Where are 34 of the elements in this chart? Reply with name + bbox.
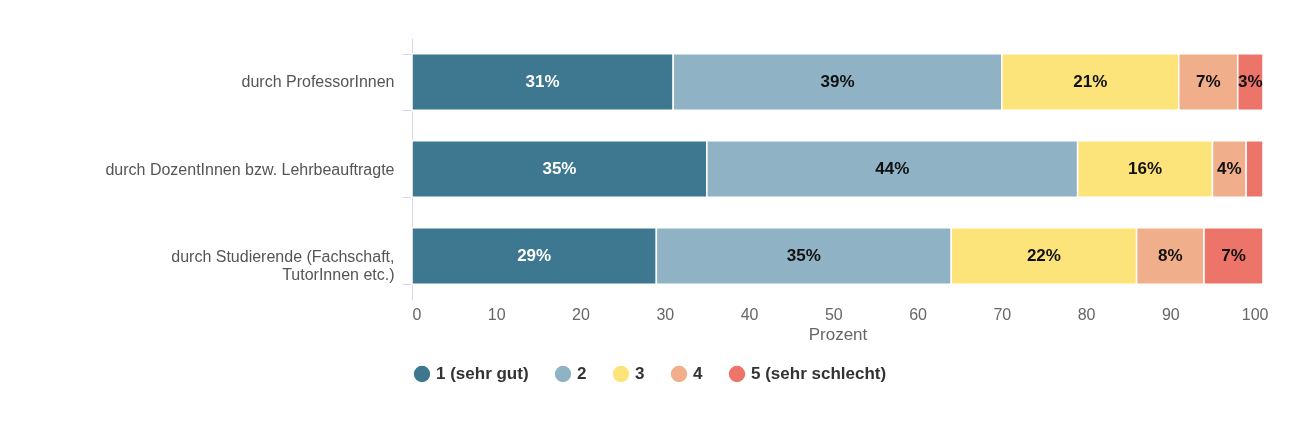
data-label: 31%: [525, 71, 560, 91]
x-tick-label: 60: [909, 305, 928, 323]
x-tick-label: 0: [412, 305, 422, 323]
legend-label: 2: [577, 364, 587, 384]
y-tick-label: durch ProfessorInnen: [241, 73, 395, 91]
data-label: 29%: [517, 246, 552, 266]
x-tick-label: 30: [656, 305, 675, 323]
x-tick-label: 100: [1241, 305, 1269, 323]
x-tick-label: 10: [487, 305, 506, 323]
legend-label: 4: [693, 364, 703, 384]
x-tick-label: 80: [1077, 305, 1096, 323]
data-label: 21%: [1073, 71, 1108, 91]
legend-label: 3: [635, 364, 645, 384]
data-label: 35%: [786, 246, 821, 266]
data-label: 44%: [875, 159, 910, 178]
data-label: 4%: [1217, 159, 1242, 178]
data-label: 7%: [1195, 71, 1221, 91]
x-tick-label: 90: [1161, 305, 1180, 323]
x-tick-label: 70: [993, 305, 1012, 323]
x-tick-label: 50: [824, 305, 843, 323]
data-label: 39%: [820, 71, 855, 91]
data-label: 8%: [1158, 246, 1183, 266]
x-axis-title: Prozent: [808, 324, 868, 344]
y-tick-label: durch Studierende (Fachschaft, TutorInnen etc.): [171, 247, 395, 283]
data-label: 35%: [542, 159, 577, 178]
data-label: 3%: [1238, 71, 1263, 91]
data-label: 16%: [1128, 159, 1163, 178]
x-tick-label: 40: [740, 305, 759, 323]
data-label: 22%: [1026, 246, 1061, 266]
legend-label: 5 (sehr schlecht): [751, 364, 887, 384]
legend-label: 1 (sehr gut): [436, 364, 529, 384]
x-tick-label: 20: [572, 305, 591, 323]
y-tick-label: durch DozentInnen bzw. Lehrbeauftragte: [105, 160, 395, 178]
data-label: 7%: [1221, 246, 1246, 266]
